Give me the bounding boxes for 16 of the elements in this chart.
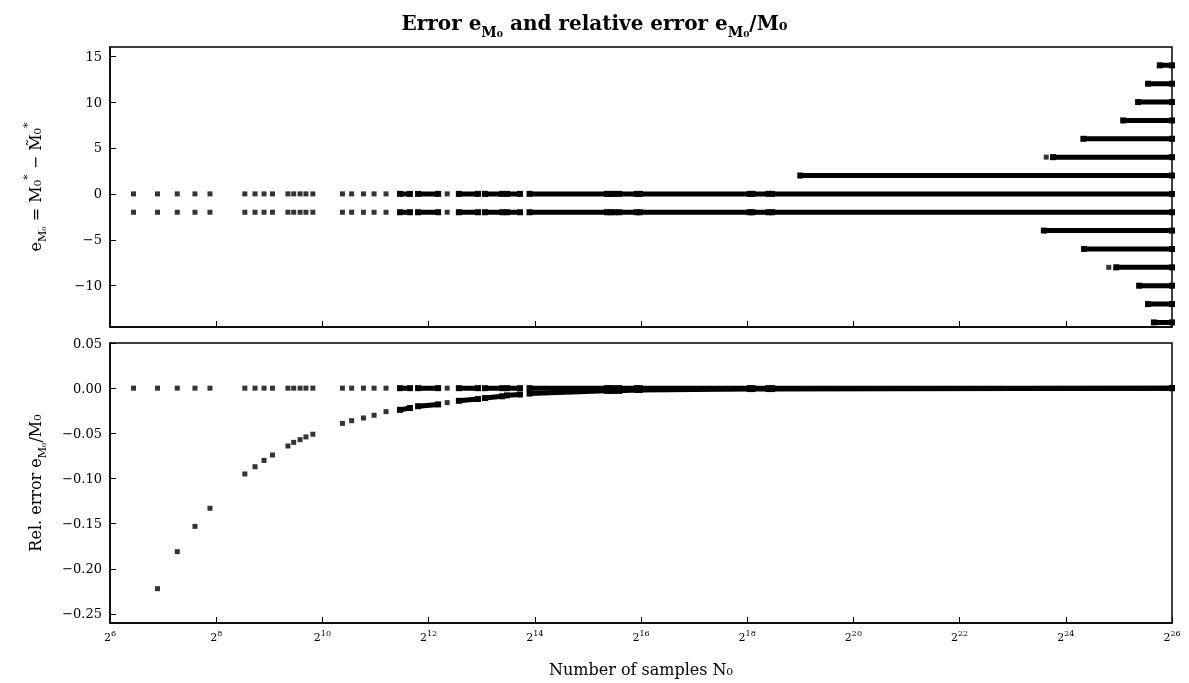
y-tick-label: 5 — [93, 140, 102, 156]
y-tick-label: 10 — [85, 94, 102, 110]
y-tick-label: −0.15 — [62, 516, 102, 532]
y-tick-label: −5 — [82, 232, 102, 248]
y-tick-label: 0 — [93, 186, 102, 202]
y-tick-label: 15 — [85, 48, 102, 64]
y-axis-title: eM₀ = M₀* − M̃₀* — [21, 122, 49, 252]
y-tick-label: 0.00 — [73, 380, 102, 396]
y-tick-label: −0.10 — [62, 470, 102, 486]
y-tick-label: −0.20 — [62, 561, 102, 577]
y-tick-label: −10 — [74, 278, 102, 294]
x-axis-title: Number of samples N₀ — [548, 660, 734, 680]
y-tick-label: 0.05 — [73, 335, 102, 351]
y-tick-label: −0.05 — [62, 425, 102, 441]
y-tick-label: −0.25 — [62, 606, 102, 622]
y-axis-title: Rel. error eM₀/M₀ — [25, 414, 49, 552]
